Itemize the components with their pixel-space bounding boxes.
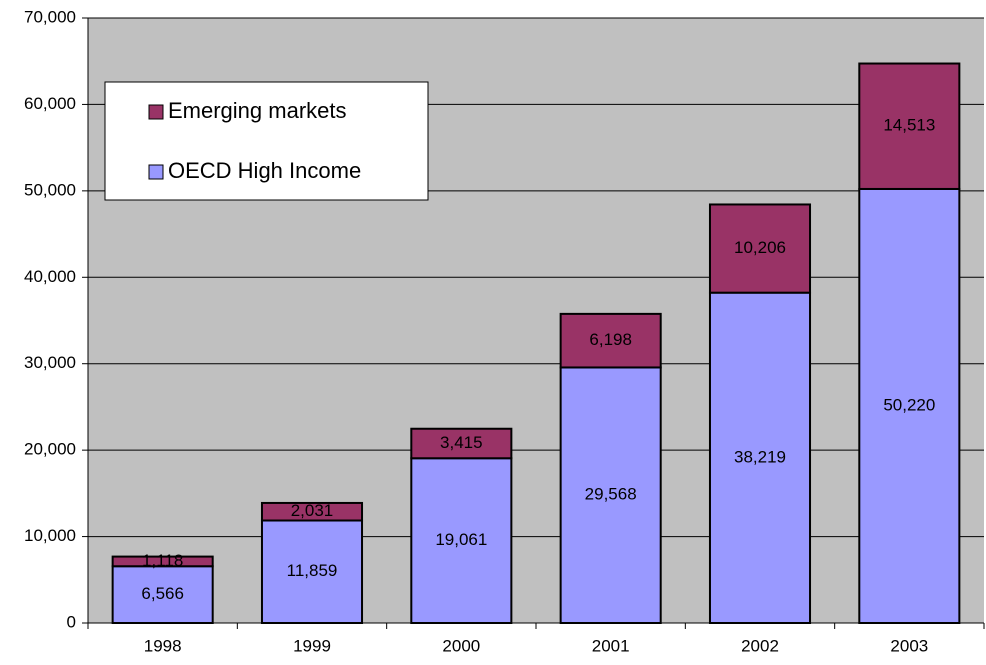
bar-segment xyxy=(708,291,812,624)
x-tick-label: 2001 xyxy=(592,636,630,655)
legend-swatch xyxy=(148,104,164,120)
x-tick-label: 1999 xyxy=(293,636,331,655)
data-label: 19,061 xyxy=(435,530,487,549)
legend-label: Emerging markets xyxy=(168,98,347,123)
y-tick-label: 10,000 xyxy=(24,526,76,545)
bar-segment xyxy=(111,555,214,568)
x-tick-label: 2003 xyxy=(890,636,928,655)
data-label: 14,513 xyxy=(883,116,935,135)
y-tick-label: 30,000 xyxy=(24,353,76,372)
bar-segment xyxy=(260,501,364,522)
data-label: 1,118 xyxy=(142,551,183,570)
legend-label: OECD High Income xyxy=(168,158,361,183)
bar-segment xyxy=(708,203,812,294)
data-label: 2,031 xyxy=(291,501,334,520)
data-label: 29,568 xyxy=(585,485,637,504)
data-label: 11,859 xyxy=(287,561,338,580)
y-tick-label: 60,000 xyxy=(24,94,76,113)
data-label: 50,220 xyxy=(883,395,935,414)
y-tick-label: 50,000 xyxy=(24,180,76,199)
x-tick-label: 2002 xyxy=(741,636,779,655)
bar-segment xyxy=(410,427,513,460)
legend-box xyxy=(104,81,429,201)
data-label: 6,566 xyxy=(141,584,184,603)
y-tick-label: 40,000 xyxy=(24,267,76,286)
data-label: 6,198 xyxy=(589,330,632,349)
x-tick-label: 2000 xyxy=(442,636,480,655)
data-label: 3,415 xyxy=(440,433,483,452)
x-tick-label: 1998 xyxy=(144,636,182,655)
bar-segment xyxy=(559,366,662,624)
y-tick-label: 70,000 xyxy=(24,7,76,26)
legend-swatch xyxy=(148,164,164,180)
bar-segment xyxy=(111,565,214,624)
bar-segment xyxy=(410,457,513,625)
y-tick-label: 20,000 xyxy=(24,440,76,459)
bar-segment xyxy=(559,312,662,369)
data-label: 10,206 xyxy=(734,238,786,257)
bar-segment xyxy=(858,62,961,190)
data-label: 38,219 xyxy=(734,447,786,466)
y-tick-label: 0 xyxy=(67,612,76,631)
